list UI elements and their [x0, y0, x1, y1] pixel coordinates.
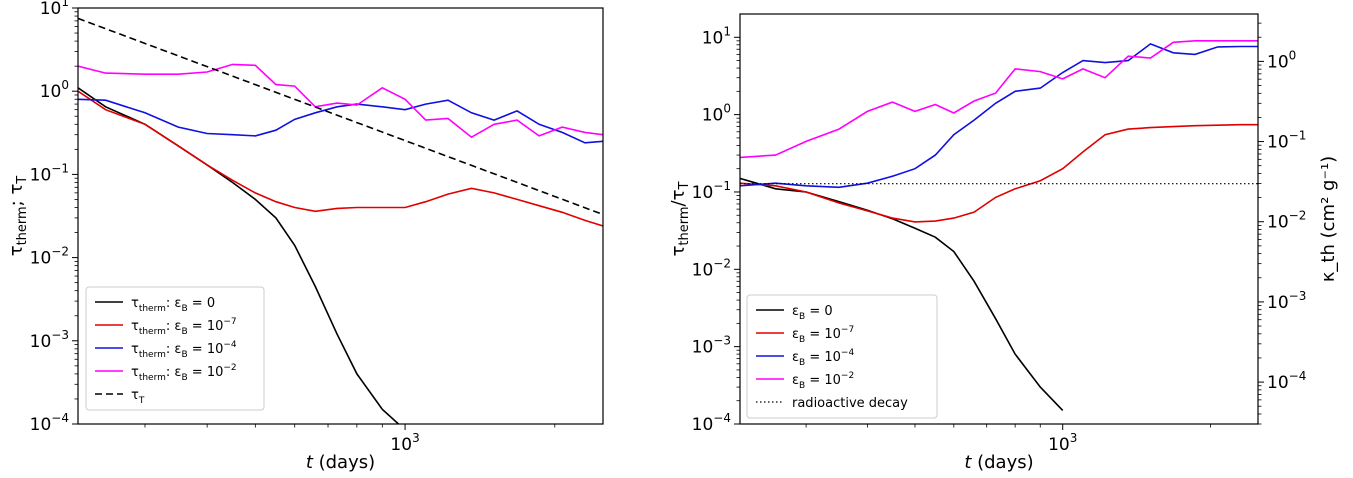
x-tick-label: 103: [390, 431, 419, 455]
y-right-tick-label: 10−4: [1267, 369, 1306, 393]
legend-label: εB = 10−4: [792, 348, 854, 368]
legend-label: τtherm: εB = 0: [131, 296, 215, 314]
series-line-2: [740, 123, 1258, 223]
series-line-4: [740, 39, 1258, 159]
right-chart: 103 t (days) 10−4 10−3 10−2 10−1 100 101 τtherm/…: [668, 13, 1339, 473]
y-tick-label: 10−3: [30, 328, 69, 352]
legend-label: εB = 10−2: [792, 371, 854, 391]
x-tick-label: 103: [1048, 431, 1077, 455]
y-axis-label: τtherm; τT: [6, 176, 30, 257]
y-tick-label: 10−4: [30, 411, 69, 435]
y-tick-label: 10−4: [692, 411, 731, 435]
y-right-axis-label: κ_th (cm² g⁻¹): [1318, 156, 1339, 282]
left-chart: 103 t (days) 10−4 10−3 10−2 10−1 100 101 τtherm;…: [6, 0, 604, 473]
legend: [746, 294, 938, 419]
y-tick-label: 10−2: [692, 256, 731, 280]
x-axis-label: t (days): [964, 452, 1033, 473]
y-tick-label: 10−3: [692, 334, 731, 358]
legend-label: τtherm: εB = 10−4: [131, 340, 237, 360]
y-tick-label: 10−1: [30, 161, 69, 185]
series-line-3: [740, 42, 1258, 189]
legend-label: εB = 10−7: [792, 325, 854, 345]
legend: [85, 286, 265, 411]
y-tick-label: 10−2: [30, 245, 69, 269]
y-right-tick-label: 10−1: [1267, 129, 1306, 153]
y-tick-label: 101: [702, 24, 731, 48]
legend-label: τtherm: εB = 10−2: [131, 363, 237, 383]
x-axis-label: t (days): [306, 452, 375, 473]
series-line-5: [78, 17, 603, 216]
y-right-tick-label: 10−3: [1267, 289, 1306, 313]
series-line-3: [78, 98, 603, 144]
axes-frame: [77, 7, 604, 425]
legend-label: εB = 0: [792, 304, 833, 322]
plot-area: [740, 39, 1258, 411]
y-axis-label: τtherm/τT: [668, 182, 692, 257]
axes-frame: [739, 13, 1259, 425]
legend-label: τtherm: εB = 10−7: [131, 317, 237, 337]
plot-area: [78, 17, 603, 424]
y-right-tick-label: 10−2: [1267, 209, 1306, 233]
series-line-4: [78, 63, 603, 139]
series-line-2: [78, 90, 603, 227]
y-tick-label: 100: [40, 78, 69, 102]
legend-label: radioactive decay: [792, 396, 908, 411]
y-tick-label: 10−1: [692, 179, 731, 203]
y-right-tick-label: 100: [1267, 48, 1296, 72]
legend-label: τT: [131, 388, 145, 406]
y-tick-label: 100: [702, 102, 731, 126]
y-tick-label: 101: [40, 0, 69, 19]
